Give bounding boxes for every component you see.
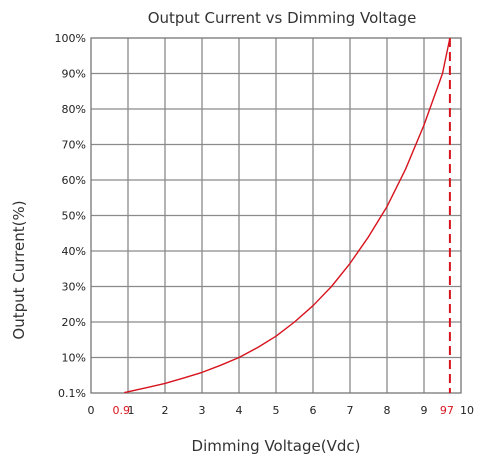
y-tick-label: 60% — [62, 174, 86, 187]
y-tick-label: 100% — [55, 32, 86, 45]
y-tick-label: 80% — [62, 103, 86, 116]
x-tick-label: 8 — [384, 404, 391, 417]
x-marker-tick-label: 97 — [440, 404, 454, 417]
y-tick-label: 70% — [62, 139, 86, 152]
x-tick-label: 6 — [310, 404, 317, 417]
y-tick-label: 20% — [62, 316, 86, 329]
y-tick-label: 10% — [62, 352, 86, 365]
y-axis-ticks: 0.1% 10% 20% 30% 40% 50% 60% 70% 80% 90% 100% — [55, 32, 86, 400]
x-axis-ticks: 0 1 2 3 4 5 6 7 8 9 10 0.9 97 — [88, 404, 475, 417]
x-marker-tick-label: 0.9 — [113, 404, 131, 417]
y-tick-label: 0.1% — [58, 387, 86, 400]
x-tick-label: 5 — [273, 404, 280, 417]
y-axis-label: Output Current(%) — [10, 200, 28, 339]
grid — [91, 38, 461, 393]
series-layer — [124, 37, 451, 394]
y-tick-label: 40% — [62, 245, 86, 258]
x-tick-label: 0 — [88, 404, 95, 417]
x-axis-label: Dimming Voltage(Vdc) — [192, 437, 361, 455]
y-tick-label: 50% — [62, 210, 86, 223]
x-tick-label: 3 — [199, 404, 206, 417]
plot-frame — [90, 37, 462, 394]
x-tick-label: 2 — [162, 404, 169, 417]
y-tick-label: 90% — [62, 68, 86, 81]
y-tick-label: 30% — [62, 281, 86, 294]
x-tick-label: 4 — [236, 404, 243, 417]
x-tick-label: 7 — [347, 404, 354, 417]
chart-title: Output Current vs Dimming Voltage — [148, 9, 417, 27]
series-line — [124, 37, 451, 394]
x-tick-label: 9 — [421, 404, 428, 417]
x-tick-label: 10 — [460, 404, 474, 417]
x-tick-label: 1 — [128, 404, 135, 417]
